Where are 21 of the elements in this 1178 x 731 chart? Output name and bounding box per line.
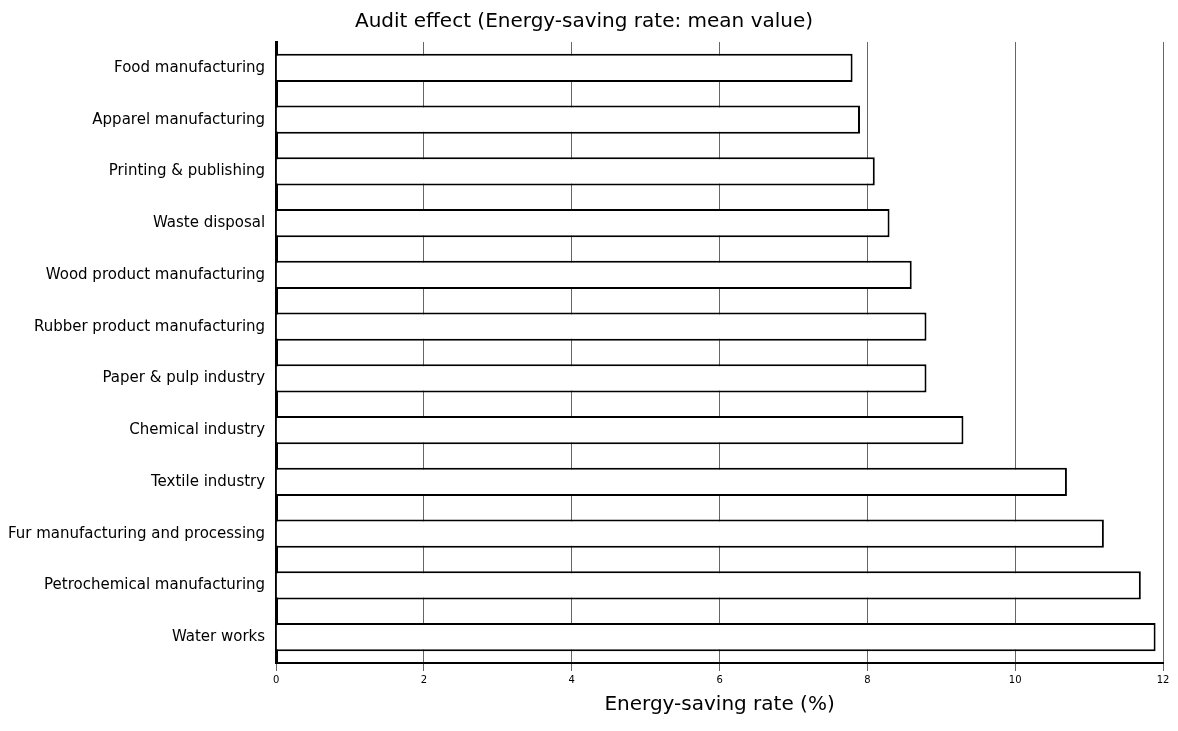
y-tick-label: Wood product manufacturing bbox=[45, 264, 266, 283]
y-tick-label: Food manufacturing bbox=[114, 57, 266, 76]
y-tick-label: Rubber product manufacturing bbox=[33, 316, 266, 335]
y-tick-label: Textile industry bbox=[150, 471, 266, 490]
y-tick-label: Printing & publishing bbox=[108, 161, 266, 180]
y-tick-label: Water works bbox=[171, 627, 266, 646]
x-tick-label: 10 bbox=[1008, 673, 1022, 685]
x-tick-label: 4 bbox=[568, 673, 575, 685]
y-tick-label: Chemical industry bbox=[129, 420, 266, 439]
y-tick-label: Apparel manufacturing bbox=[92, 109, 266, 128]
x-axis-title: Energy-saving rate (%) bbox=[604, 691, 835, 716]
x-tick-label: 6 bbox=[716, 673, 723, 685]
y-tick-label: Petrochemical manufacturing bbox=[44, 575, 266, 594]
x-tick-label: 8 bbox=[864, 673, 871, 685]
x-tick-label: 12 bbox=[1156, 673, 1170, 685]
y-tick-label: Paper & pulp industry bbox=[102, 368, 266, 387]
x-tick-label: 0 bbox=[272, 673, 280, 685]
y-tick-label: Fur manufacturing and processing bbox=[7, 523, 266, 542]
y-tick-label: Waste disposal bbox=[152, 213, 266, 232]
x-tick-label: 2 bbox=[420, 673, 428, 685]
chart-title: Audit effect (Energy-saving rate: mean value) bbox=[354, 8, 814, 33]
